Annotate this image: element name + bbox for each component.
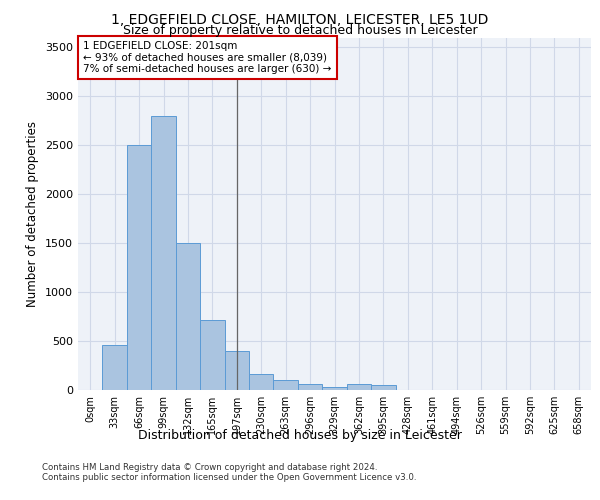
Bar [200,320,224,390]
Text: Size of property relative to detached houses in Leicester: Size of property relative to detached ho… [122,24,478,37]
Text: Contains HM Land Registry data © Crown copyright and database right 2024.: Contains HM Land Registry data © Crown c… [42,464,377,472]
Bar [322,387,347,390]
Text: Distribution of detached houses by size in Leicester: Distribution of detached houses by size … [138,430,462,442]
Y-axis label: Number of detached properties: Number of detached properties [26,120,40,306]
Bar [298,384,322,390]
Bar [151,116,176,390]
Bar [347,384,371,390]
Bar [103,345,127,390]
Bar [224,351,249,390]
Text: 1 EDGEFIELD CLOSE: 201sqm
← 93% of detached houses are smaller (8,039)
7% of sem: 1 EDGEFIELD CLOSE: 201sqm ← 93% of detac… [83,41,332,74]
Text: Contains public sector information licensed under the Open Government Licence v3: Contains public sector information licen… [42,474,416,482]
Bar [249,374,274,390]
Bar [274,380,298,390]
Text: 1, EDGEFIELD CLOSE, HAMILTON, LEICESTER, LE5 1UD: 1, EDGEFIELD CLOSE, HAMILTON, LEICESTER,… [112,12,488,26]
Bar [176,243,200,390]
Bar [371,385,395,390]
Bar [127,145,151,390]
